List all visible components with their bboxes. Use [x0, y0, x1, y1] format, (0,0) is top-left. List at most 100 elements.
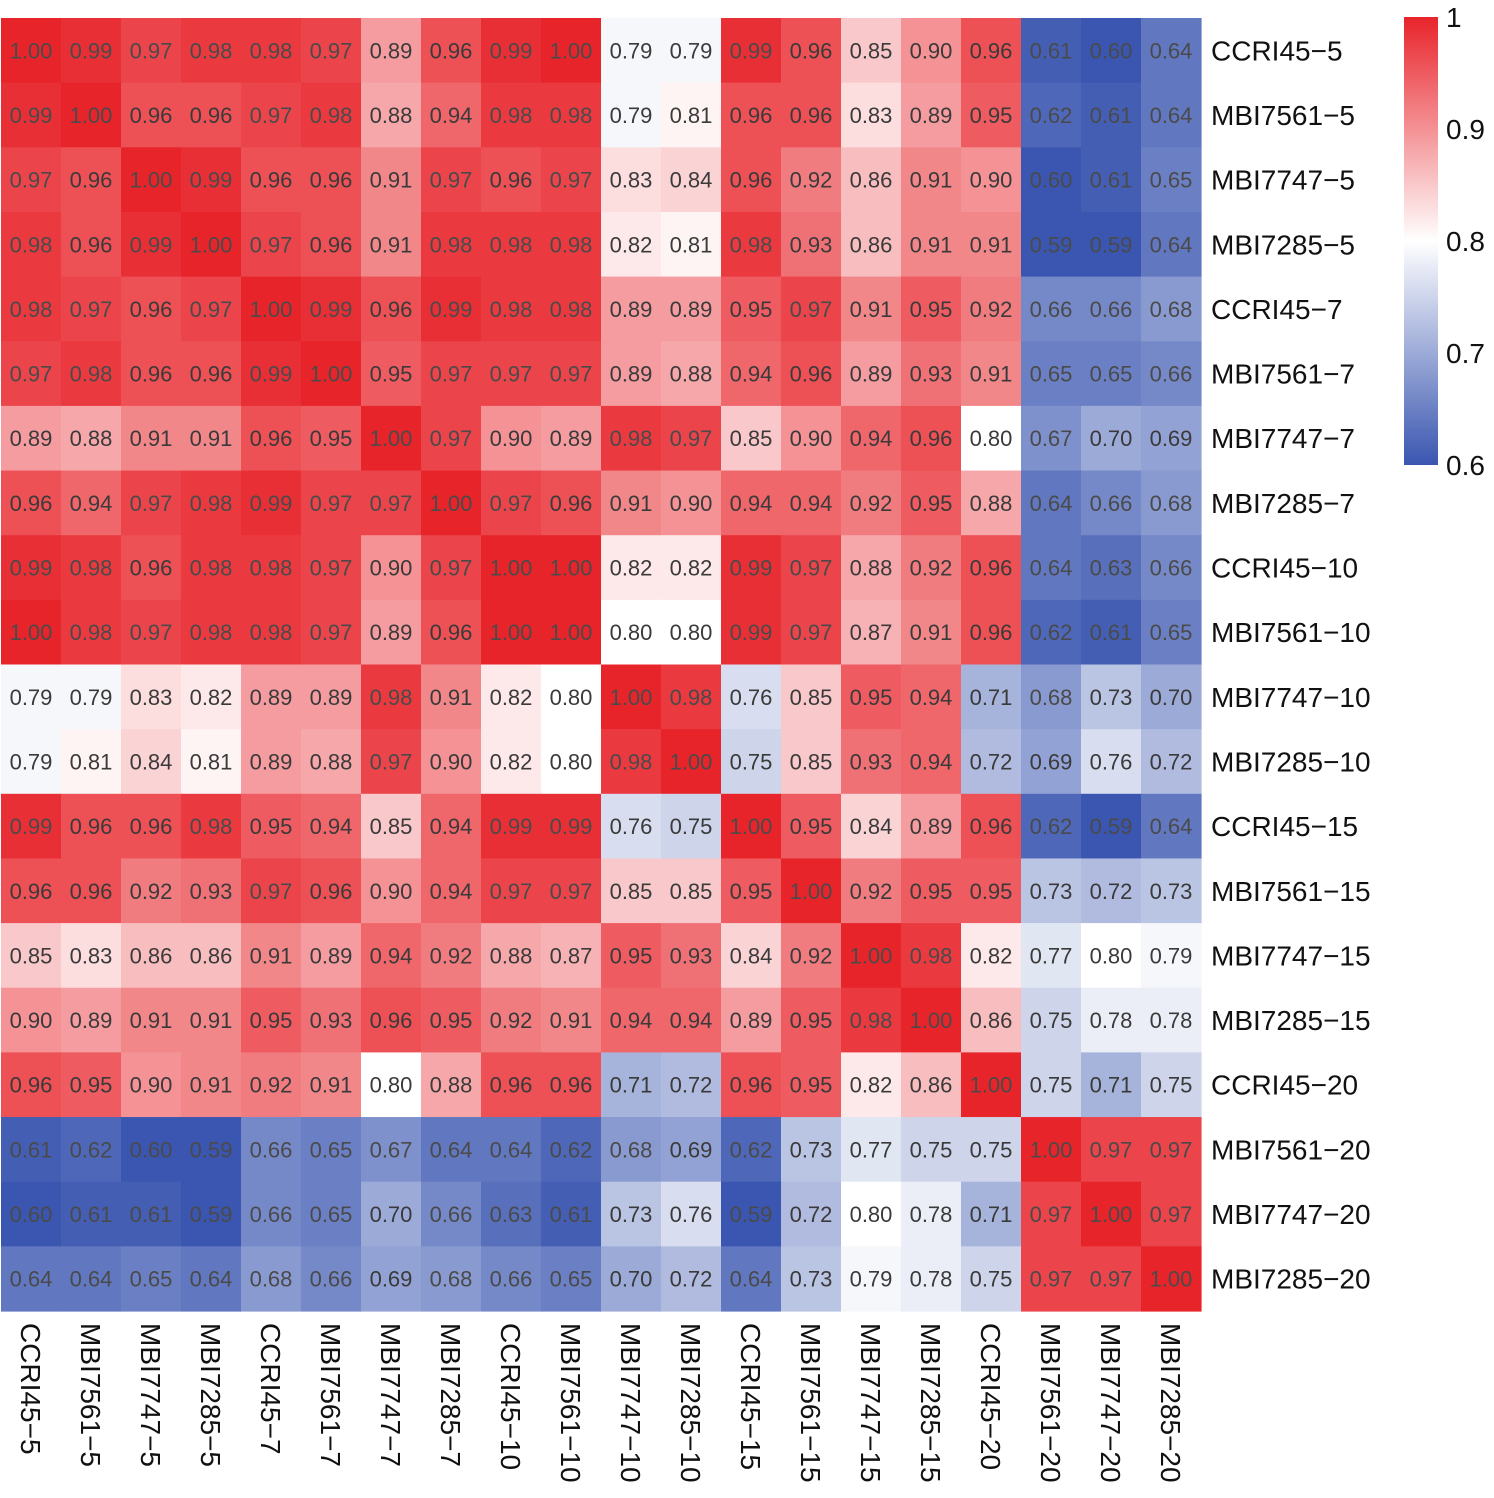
- heatmap-cell: [61, 1117, 122, 1183]
- cell-value-label: 0.69: [1030, 749, 1073, 774]
- heatmap-cell: [481, 793, 542, 860]
- cell-value-label: 0.99: [730, 556, 773, 581]
- cell-value-label: 0.96: [910, 426, 953, 451]
- cell-value-label: 0.66: [250, 1137, 293, 1162]
- cell-value-label: 0.98: [190, 491, 233, 516]
- cell-value-label: 0.91: [310, 1073, 353, 1098]
- cell-value-label: 0.64: [1150, 232, 1193, 257]
- heatmap-cell: [661, 470, 722, 536]
- row-label: CCRI45−10: [1211, 553, 1358, 584]
- cell-value-label: 0.61: [1090, 620, 1133, 645]
- cell-value-label: 0.82: [610, 556, 653, 581]
- row-label: MBI7285−7: [1211, 488, 1355, 519]
- heatmap-cell: [541, 1052, 602, 1118]
- heatmap-cell: [661, 987, 722, 1053]
- cell-value-label: 0.86: [190, 943, 233, 968]
- heatmap-cell: [241, 18, 302, 84]
- heatmap-cell: [1141, 664, 1202, 730]
- heatmap-cell: [781, 923, 842, 989]
- cell-value-label: 0.99: [730, 620, 773, 645]
- cell-value-label: 0.97: [1150, 1137, 1193, 1162]
- cell-value-label: 0.62: [70, 1137, 113, 1162]
- cell-value-label: 0.83: [610, 168, 653, 193]
- heatmap-cell: [1021, 599, 1082, 666]
- row-label: MBI7747−7: [1211, 423, 1355, 454]
- cell-value-label: 0.99: [490, 814, 533, 839]
- heatmap-cell: [841, 729, 902, 795]
- cell-value-label: 1.00: [130, 168, 173, 193]
- heatmap-cell: [361, 858, 422, 924]
- heatmap-cell: [601, 341, 662, 407]
- heatmap-cell: [961, 276, 1022, 342]
- cell-value-label: 0.71: [1090, 1073, 1133, 1098]
- row-label: MBI7561−20: [1211, 1134, 1371, 1165]
- cell-value-label: 0.97: [430, 556, 473, 581]
- cell-value-label: 0.64: [1030, 556, 1073, 581]
- column-label: MBI7747−7: [375, 1323, 406, 1467]
- cell-value-label: 0.89: [850, 362, 893, 387]
- cell-value-label: 0.99: [430, 297, 473, 322]
- heatmap-cell: [961, 793, 1022, 860]
- heatmap-cell: [121, 987, 182, 1053]
- heatmap-cell: [121, 341, 182, 407]
- cell-value-label: 0.61: [1090, 168, 1133, 193]
- heatmap-cell: [421, 1181, 482, 1247]
- heatmap-cell: [541, 18, 602, 84]
- cell-value-label: 0.97: [370, 491, 413, 516]
- heatmap-cell: [1141, 470, 1202, 536]
- heatmap-cell: [301, 987, 362, 1053]
- heatmap-cell: [241, 1246, 302, 1312]
- cell-value-label: 0.99: [310, 297, 353, 322]
- column-label: MBI7747−15: [855, 1323, 886, 1483]
- cell-value-label: 0.94: [910, 749, 953, 774]
- cell-value-label: 0.68: [610, 1137, 653, 1162]
- heatmap-cell: [601, 923, 662, 989]
- heatmap-cell: [1, 599, 62, 666]
- heatmap-cell: [61, 18, 122, 84]
- heatmap-cell: [1081, 1117, 1142, 1183]
- heatmap-cell: [661, 18, 722, 84]
- heatmap-cell: [1081, 405, 1142, 472]
- heatmap-cell: [241, 82, 302, 148]
- cell-value-label: 0.91: [190, 1073, 233, 1098]
- cell-value-label: 0.88: [310, 749, 353, 774]
- cell-value-label: 0.98: [250, 556, 293, 581]
- heatmap-cell: [901, 1117, 962, 1183]
- cell-value-label: 0.66: [310, 1267, 353, 1292]
- heatmap-cell: [61, 470, 122, 536]
- cell-value-label: 0.71: [970, 685, 1013, 710]
- cell-value-label: 0.72: [1150, 749, 1193, 774]
- cell-value-label: 0.93: [850, 749, 893, 774]
- cell-value-label: 0.96: [970, 556, 1013, 581]
- heatmap-cell: [961, 923, 1022, 989]
- heatmap-cell: [781, 470, 842, 536]
- heatmap-cell: [1141, 923, 1202, 989]
- column-label: CCRI45−15: [735, 1323, 766, 1470]
- cell-value-label: 0.96: [70, 168, 113, 193]
- cell-value-label: 0.75: [910, 1137, 953, 1162]
- heatmap-cell: [301, 405, 362, 472]
- cell-value-label: 0.97: [1030, 1202, 1073, 1227]
- heatmap-cell: [61, 729, 122, 795]
- heatmap-cell: [781, 1181, 842, 1247]
- heatmap-cell: [841, 793, 902, 860]
- cell-value-label: 0.89: [610, 362, 653, 387]
- cell-value-label: 0.92: [790, 168, 833, 193]
- heatmap-cell: [901, 858, 962, 924]
- heatmap-cell: [661, 729, 722, 795]
- cell-value-label: 0.69: [670, 1137, 713, 1162]
- cell-value-label: 0.98: [10, 297, 53, 322]
- heatmap-cell: [481, 405, 542, 472]
- cell-value-label: 0.97: [490, 879, 533, 904]
- heatmap-cell: [61, 341, 122, 407]
- cell-value-label: 0.68: [250, 1267, 293, 1292]
- row-label: CCRI45−20: [1211, 1070, 1358, 1101]
- heatmap-cell: [541, 405, 602, 472]
- heatmap-cell: [361, 470, 422, 536]
- heatmap-cell: [541, 599, 602, 666]
- cell-value-label: 0.60: [130, 1137, 173, 1162]
- cell-value-label: 0.66: [430, 1202, 473, 1227]
- cell-value-label: 0.99: [10, 103, 53, 128]
- cell-value-label: 0.85: [670, 879, 713, 904]
